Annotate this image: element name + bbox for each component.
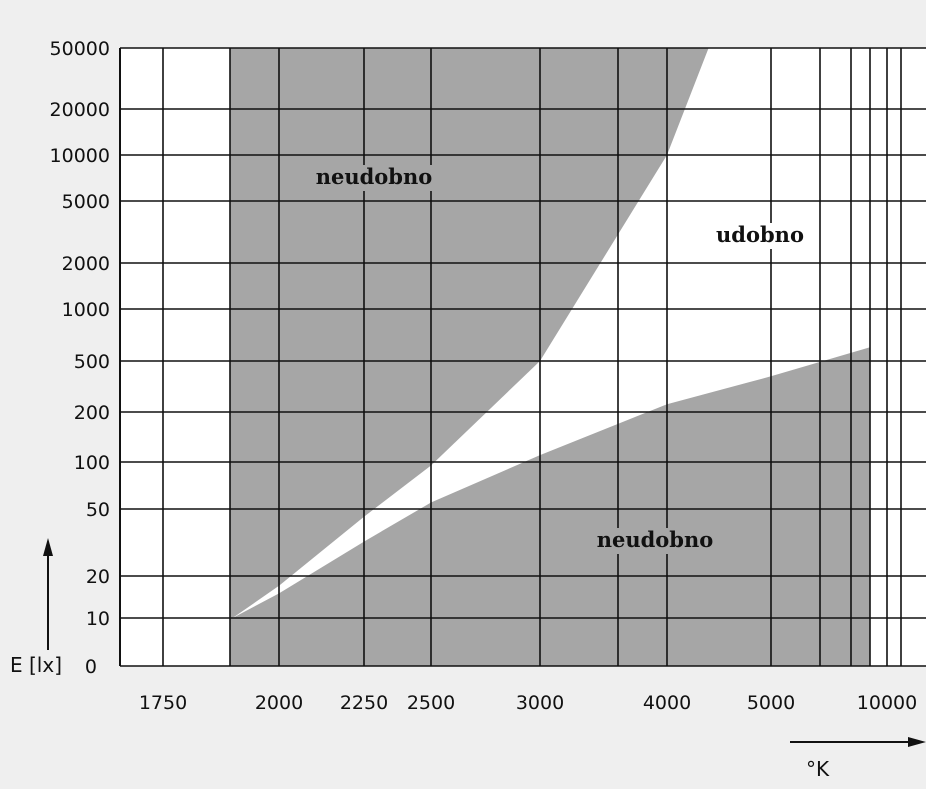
x-tick-label: 2500	[407, 692, 455, 714]
y-tick-label: 10	[86, 608, 110, 630]
y-axis-label: E [lx]	[10, 653, 62, 677]
region-labels: neudobno udobno neudobno	[312, 164, 807, 554]
x-tick-label: 1750	[139, 692, 187, 714]
y-tick-label: 20000	[50, 99, 110, 121]
y-tick-label: 50	[86, 499, 110, 521]
y-tick-label: 500	[74, 351, 110, 373]
x-tick-label: 2250	[340, 692, 388, 714]
region-label: neudobno	[316, 164, 433, 189]
x-tick-label: 3000	[516, 692, 564, 714]
y-tick-label: 20	[86, 566, 110, 588]
y-tick-label: 50000	[50, 38, 110, 60]
x-tick-label: 2000	[255, 692, 303, 714]
y-tick-label: 0	[85, 656, 97, 678]
x-axis-ticks: 1750 2000 2250 2500 3000 4000 5000 10000	[139, 692, 917, 714]
y-tick-label: 100	[74, 452, 110, 474]
region-label-bg	[713, 223, 807, 249]
y-tick-label: 1000	[62, 299, 110, 321]
region-lower-uncomfortable	[230, 347, 870, 666]
region-label: udobno	[716, 222, 804, 247]
x-tick-label: 4000	[643, 692, 691, 714]
x-tick-label: 10000	[857, 692, 917, 714]
y-axis-arrow-head	[43, 538, 53, 556]
x-axis-label: °K	[806, 757, 830, 781]
x-axis-arrow-head	[908, 737, 926, 747]
y-tick-label: 10000	[50, 145, 110, 167]
x-tick-label: 5000	[747, 692, 795, 714]
region-label-bg	[593, 528, 717, 554]
y-tick-label: 200	[74, 402, 110, 424]
y-axis-ticks: 5000020000100005000200010005002001005020…	[50, 38, 110, 678]
y-tick-label: 5000	[62, 191, 110, 213]
region-label: neudobno	[597, 527, 714, 552]
region-label-bg	[312, 165, 436, 191]
y-tick-label: 2000	[62, 253, 110, 275]
grid	[119, 47, 926, 667]
